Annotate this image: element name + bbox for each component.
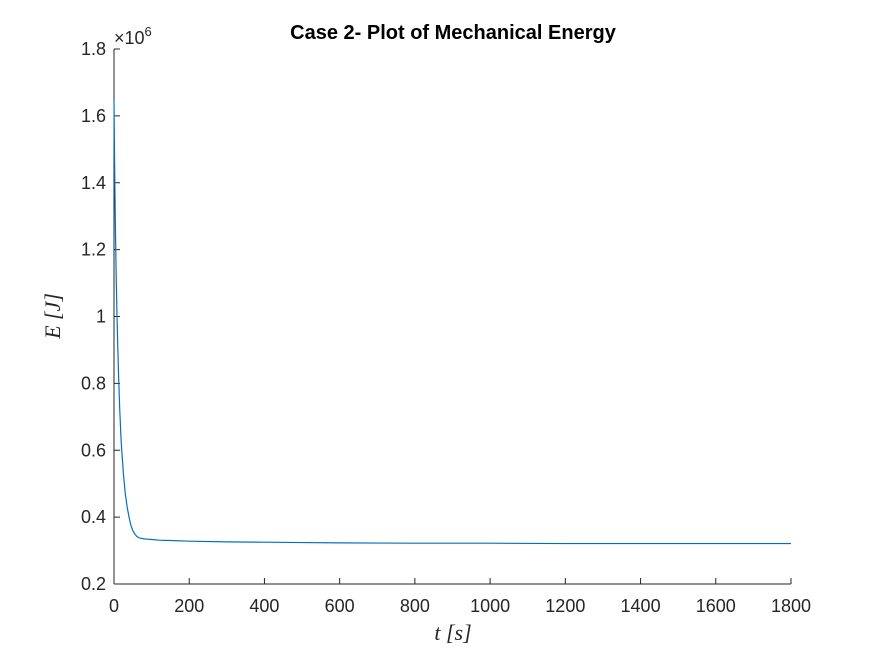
y-tick-label: 1 xyxy=(96,307,106,327)
y-axis-multiplier-base: ×10 xyxy=(114,28,145,48)
y-axis-multiplier-exponent: 6 xyxy=(145,24,152,39)
y-tick-label: 1.4 xyxy=(81,173,106,193)
x-tick-label: 200 xyxy=(174,596,204,616)
chart-title: Case 2- Plot of Mechanical Energy xyxy=(290,22,617,44)
x-tick-label: 1600 xyxy=(696,596,736,616)
x-tick-label: 800 xyxy=(400,596,430,616)
y-tick-label: 1.8 xyxy=(81,39,106,59)
x-axis-label: t [s] xyxy=(434,620,471,645)
y-tick-label: 0.8 xyxy=(81,373,106,393)
y-axis-label: E [J] xyxy=(40,293,65,340)
x-tick-label: 400 xyxy=(249,596,279,616)
y-tick-label: 0.2 xyxy=(81,574,106,594)
y-tick-label: 0.4 xyxy=(81,507,106,527)
x-tick-label: 600 xyxy=(325,596,355,616)
y-tick-label: 0.6 xyxy=(81,440,106,460)
y-tick-label: 1.2 xyxy=(81,240,106,260)
series-line xyxy=(113,99,791,545)
x-axis-ticks: 0 200 400 600 800 1000 1200 1400 1600 1800 xyxy=(109,578,811,616)
y-axis-multiplier: ×106 xyxy=(114,24,152,48)
y-tick-label: 1.6 xyxy=(81,106,106,126)
y-axis-ticks: 0.2 0.4 0.6 0.8 1 1.2 1.4 1.6 1.8 xyxy=(81,39,120,594)
x-tick-label: 1000 xyxy=(470,596,510,616)
x-tick-label: 1200 xyxy=(545,596,585,616)
x-tick-label: 1800 xyxy=(771,596,811,616)
plot-area xyxy=(114,49,791,584)
x-tick-label: 1400 xyxy=(621,596,661,616)
x-tick-label: 0 xyxy=(109,596,119,616)
